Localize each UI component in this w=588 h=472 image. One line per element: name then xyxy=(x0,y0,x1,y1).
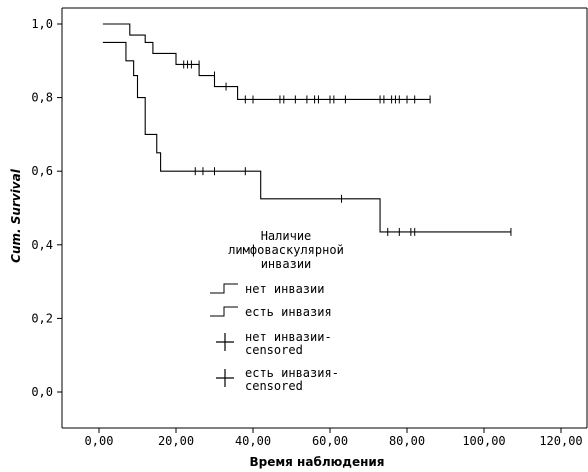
series-step-line xyxy=(102,23,431,100)
y-tick-label: 1,0 xyxy=(31,17,53,31)
x-tick-label: 80,00 xyxy=(389,434,425,448)
legend-title: лимфоваскулярной xyxy=(228,243,344,257)
y-tick-label: 0,8 xyxy=(31,91,53,105)
legend-label: есть инвазия xyxy=(245,305,332,319)
legend-step-swatch xyxy=(210,283,238,294)
legend-label: нет инвазии xyxy=(245,282,324,296)
y-tick-label: 0,6 xyxy=(31,164,53,178)
y-axis-title: Cum. Survival xyxy=(9,168,23,263)
x-tick-label: 60,00 xyxy=(312,434,348,448)
x-tick-label: 120,00 xyxy=(539,434,582,448)
y-tick-label: 0,0 xyxy=(31,385,53,399)
legend-step-swatch xyxy=(210,306,238,317)
x-tick-label: 40,00 xyxy=(235,434,271,448)
x-tick-label: 100,00 xyxy=(462,434,505,448)
x-axis: 0,00 20,00 40,00 60,00 80,00 100,00 120,00 xyxy=(85,428,583,448)
series-2 xyxy=(102,41,512,236)
x-tick-label: 0,00 xyxy=(85,434,114,448)
y-tick-label: 0,4 xyxy=(31,238,53,252)
y-axis: 0,0 0,2 0,4 0,6 0,8 1,0 xyxy=(31,17,62,399)
series-1 xyxy=(102,23,431,104)
x-axis-title: Время наблюдения xyxy=(249,455,384,469)
legend-label: censored xyxy=(245,379,303,393)
y-tick-label: 0,2 xyxy=(31,311,53,325)
legend-label: есть инвазия- xyxy=(245,366,339,380)
legend-title: Наличие xyxy=(261,229,312,243)
legend-label: нет инвазии- xyxy=(245,330,332,344)
legend-label: censored xyxy=(245,343,303,357)
plot-frame xyxy=(61,7,588,429)
legend-title: инвазии xyxy=(261,257,312,271)
series-step-line xyxy=(102,41,511,233)
x-tick-label: 20,00 xyxy=(158,434,194,448)
series-layer xyxy=(102,23,512,236)
